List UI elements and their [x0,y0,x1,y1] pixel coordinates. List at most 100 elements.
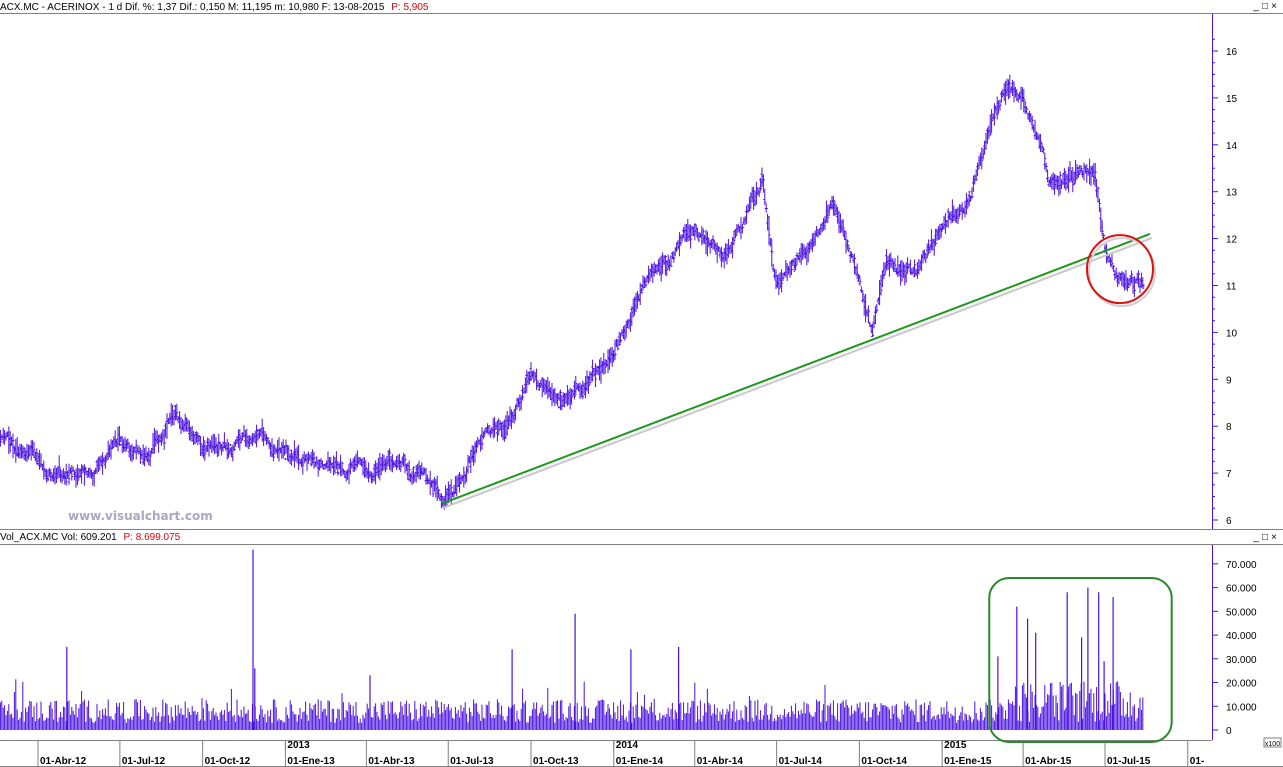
x-tick-label: 01-Ene-14 [616,756,664,767]
y-tick-label: 11 [1226,282,1237,293]
volume-y-tick-label: 20.000 [1226,679,1257,690]
x-tick-label: 01-Jul-15 [1107,756,1151,767]
price-stats: Dif. %: 1,37 Dif.: 0,150 M: 11,195 m: 10… [125,2,385,13]
price-point [858,275,861,278]
price-point [720,251,723,254]
price-point [37,462,39,465]
price-last-value: P: 5,905 [391,2,429,13]
volume-last-value: P: 8.699.075 [123,532,181,543]
y-tick-label: 7 [1226,469,1232,480]
x-tick-label: 01-Ene-13 [287,756,335,767]
volume-panel-header: Vol_ACX.MC Vol: 609.201 P: 8.699.075 [0,531,180,544]
minimize-icon[interactable]: _ [1253,1,1260,12]
volume-y-tick-label: 70.000 [1226,560,1257,571]
y-tick-label: 8 [1226,422,1232,433]
volume-y-tick-label: 40.000 [1226,631,1257,642]
y-tick-label: 13 [1226,188,1238,199]
price-point [1011,82,1014,85]
price-point [475,444,478,446]
volume-y-tick-label: 50.000 [1226,607,1257,618]
trendline [441,232,1151,505]
price-point [440,495,443,498]
year-label: 2014 [616,740,639,751]
scale-button[interactable] [1263,737,1282,748]
price-point [312,458,315,460]
price-point [871,331,873,334]
year-label: 2013 [287,740,310,751]
price-point [1022,96,1025,99]
x-tick-label: 01-Abr-12 [40,756,87,767]
price-point [640,284,643,287]
price-point [761,181,764,184]
price-point [503,425,505,428]
price-point [530,378,532,381]
x-tick-label: 01-Oct-12 [205,756,251,767]
x-tick-label: 01-Jul-13 [450,756,494,767]
price-point [969,195,972,198]
price-point [941,228,944,231]
maximize-icon[interactable]: □ [1261,1,1270,12]
price-series [0,74,1145,510]
close-icon[interactable]: × [1271,1,1278,12]
price-point [201,448,204,451]
volume-y-tick-label: 10.000 [1226,702,1257,713]
price-point [420,472,423,475]
y-tick-label: 9 [1226,375,1232,386]
volume-series [0,549,1144,730]
y-tick-label: 12 [1226,235,1238,246]
maximize-icon[interactable]: □ [1261,532,1270,543]
price-point [9,444,12,446]
price-point [365,467,368,470]
y-tick-label: 6 [1226,516,1232,527]
price-point [693,223,696,226]
year-label: 2015 [944,740,967,751]
watermark: www.visualchart.com [68,509,213,523]
price-point [803,251,806,254]
close-icon[interactable]: × [1271,532,1278,543]
trendline-shadow [443,236,1153,509]
volume-stats: Vol: 609.201 [61,532,117,543]
x-tick-label: 01-Jul-14 [779,756,823,767]
price-point [118,444,121,446]
price-point [256,429,259,432]
price-point [1116,275,1119,278]
highlight-box [988,577,1173,743]
price-point [229,444,232,446]
price-point [994,106,997,109]
x-tick-label: 01-Abr-13 [368,756,415,767]
price-point [913,275,916,278]
y-tick-label: 16 [1226,47,1238,58]
price-point [665,261,668,263]
price-point [1094,176,1097,179]
y-tick-label: 14 [1226,141,1238,152]
price-point [392,462,395,465]
price-point [1104,247,1106,249]
x-tick-label: 01-Oct-14 [861,756,907,767]
x-tick-label: 01-Abr-14 [697,756,744,767]
price-point [337,472,340,475]
minimize-icon[interactable]: _ [1253,532,1260,543]
price-point [886,261,889,263]
x-tick-label: 01-Jul-12 [122,756,166,767]
highlight-circle [1086,234,1154,305]
price-point [64,476,66,479]
price-point [91,472,94,475]
price-point [748,209,751,212]
price-point [284,458,287,460]
volume-y-tick-label: 60.000 [1226,584,1257,595]
price-point [612,354,615,357]
price-point [1077,167,1079,170]
x-tick-label: 01-Abr-15 [1025,756,1072,767]
volume-window-controls: _ □ × [1252,532,1279,544]
scale-button-label: x100 [1265,741,1280,748]
x-tick-label: 01-Ene-15 [944,756,992,767]
price-point [584,387,587,390]
y-tick-label: 10 [1226,328,1238,339]
price-point [459,481,462,484]
x-tick-label: 01-Oct-13 [533,756,579,767]
volume-y-tick-label: 30.000 [1226,655,1257,666]
volume-y-tick-label: 0 [1226,726,1232,737]
price-point [174,415,177,418]
price-point [831,200,834,203]
